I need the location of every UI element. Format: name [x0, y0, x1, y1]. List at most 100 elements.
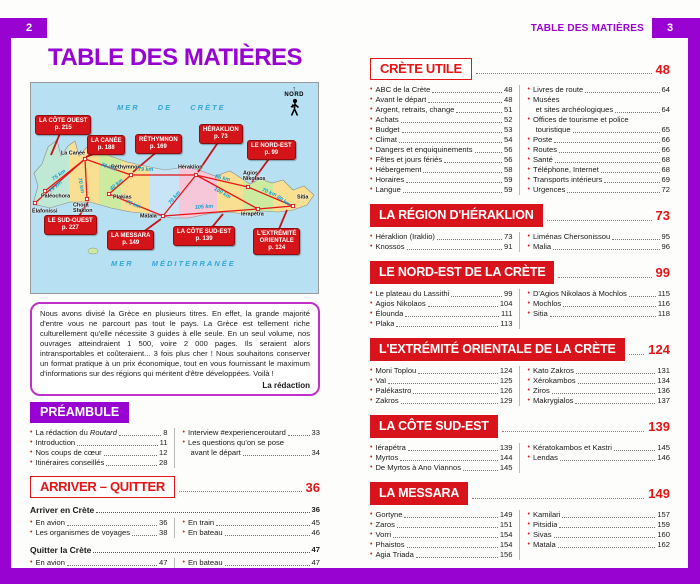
map-city-label: Paléochora	[41, 194, 71, 200]
bullet-icon: •	[527, 521, 530, 528]
entry-page: 8	[163, 428, 168, 438]
dot-leader	[67, 525, 158, 527]
toc-entry: • Héraklion (Iraklio) 73	[370, 232, 513, 242]
entry-line: • Hébergement 58	[370, 165, 513, 175]
dot-leader	[242, 455, 310, 457]
map-city-label: Sitia	[297, 195, 309, 201]
entry-column-right: • Interview #experienceroutard 33 • Les ques…	[173, 428, 321, 469]
intro-box: Nous avons divisé la Grèce en plusieurs …	[30, 302, 320, 397]
bullet-icon: •	[527, 136, 530, 143]
entry-label: Palékastro	[375, 386, 412, 395]
entry-line: • Makrygialos 137	[528, 396, 671, 406]
route-line	[162, 208, 259, 217]
route-line	[84, 158, 88, 200]
map-region-label: LA CÔTE OUEST p. 215	[35, 115, 92, 135]
entry-columns: • Héraklion (Iraklio) 73 • Knossos 91 • Liménas…	[370, 232, 670, 252]
dot-leader	[563, 306, 656, 307]
entry-label: Mochlos	[532, 299, 562, 308]
entry-line: • Livres de route 64	[528, 85, 671, 95]
toc-entry: • Fêtes et jours fériés 56	[370, 155, 513, 165]
section-header: LE NORD-EST DE LA CRÈTE 99	[370, 261, 670, 284]
toc-entry: • Makrygialos 137	[528, 396, 671, 406]
entry-line: • Introduction 11	[30, 438, 168, 448]
toc-entry: • Interview #experienceroutard 33	[183, 428, 321, 438]
entry-line: • Matala 162	[528, 540, 671, 550]
entry-page: 131	[657, 366, 670, 375]
entry-page: 33	[311, 428, 320, 438]
entry-line-cont: avant le départ 34	[183, 448, 321, 458]
map-distance-label: 86 km	[214, 174, 231, 184]
group-header: Quitter la Crète 47	[30, 545, 320, 555]
dot-leader	[501, 431, 645, 432]
entry-page: 46	[311, 528, 320, 538]
bullet-icon: •	[527, 176, 530, 183]
entry-column-left: • Gortyne 149 • Zaros 151 • Vorri 154 • Phaistos 15…	[370, 510, 519, 560]
entry-line: • Ziros 136	[528, 386, 671, 396]
dot-leader	[401, 132, 503, 133]
group-page: 47	[311, 545, 320, 555]
toc-entry: • Livres de route 64	[528, 85, 671, 95]
entry-label: Kamilari	[532, 510, 561, 519]
entry-line: • Kératokambos et Kastri 145	[528, 443, 671, 453]
dot-leader	[106, 465, 158, 467]
entry-page: 66	[661, 135, 670, 144]
entry-label: En train	[187, 518, 215, 528]
entry-label: Achats	[375, 115, 399, 124]
toc-entry: • Malia 96	[528, 242, 671, 252]
map-distance-label: 73 km	[124, 199, 142, 211]
entry-page: 47	[311, 558, 320, 568]
entry-label: Knossos	[375, 242, 405, 251]
dot-leader	[436, 239, 503, 240]
entry-label: Makrygialos	[532, 396, 574, 405]
route-line	[84, 158, 132, 176]
dot-leader	[413, 393, 498, 394]
entry-page: 69	[661, 175, 670, 184]
entry-line: • Knossos 91	[370, 242, 513, 252]
section-header: LA CÔTE SUD-EST 139	[370, 415, 670, 438]
entry-line: • Budget 53	[370, 125, 513, 135]
entry-label: Interview #experienceroutard	[187, 428, 286, 438]
toc-entry: • Élounda 111	[370, 309, 513, 319]
dot-leader	[77, 445, 158, 447]
dot-leader	[572, 132, 660, 133]
toc-entry: • Horaires 59	[370, 175, 513, 185]
entry-label: Matala	[532, 540, 556, 549]
bullet-icon: •	[527, 166, 530, 173]
bullet-icon: •	[370, 377, 373, 384]
section-page: 149	[648, 486, 670, 501]
dot-leader	[418, 373, 498, 374]
entry-columns: • Gortyne 149 • Zaros 151 • Vorri 154 • Phaistos 15…	[370, 510, 670, 560]
dot-leader	[404, 517, 498, 518]
bullet-icon: •	[527, 290, 530, 297]
entry-line: • Transports intérieurs 69	[528, 175, 671, 185]
map-distance-label: 70 km	[100, 162, 117, 173]
toc-entry: • Langue 59	[370, 185, 513, 195]
map-city-label: Agios Nikolaos	[243, 171, 266, 182]
bullet-icon: •	[370, 186, 373, 193]
toc-section: CRÈTE UTILE 48 • ABC de la Crète 48 • Avant le…	[370, 58, 670, 195]
entry-page: 154	[499, 530, 513, 539]
toc-entry: • Moni Toplou 124	[370, 366, 513, 376]
entry-label: Myrtos	[375, 453, 399, 462]
bullet-icon: •	[527, 116, 530, 123]
bullet-icon: •	[182, 519, 185, 527]
entry-label: Phaistos	[375, 540, 405, 549]
bullet-icon: •	[527, 397, 530, 404]
bullet-icon: •	[30, 459, 33, 467]
toc-entry: • Climat 54	[370, 135, 513, 145]
left-border-bar	[0, 18, 11, 584]
dot-leader	[396, 326, 499, 327]
entry-columns: • En avion 36 • Les organismes de voyages 38 •…	[30, 518, 320, 539]
route-line	[247, 186, 294, 207]
entry-line: • Poste 66	[528, 135, 671, 145]
toc-entry: • Matala 162	[528, 540, 671, 550]
entry-line: • Le plateau du Lassithi 99	[370, 289, 513, 299]
entry-page: 154	[499, 540, 513, 549]
map-city-label: Élafonissi	[32, 209, 58, 215]
compass-label: NORD	[284, 92, 304, 98]
dot-leader	[456, 112, 503, 113]
entry-column-right: • Livres de route 64 • Musées et sites archéo…	[518, 85, 671, 195]
route-line	[108, 174, 132, 195]
entry-page: 72	[661, 185, 670, 194]
section-title: LE NORD-EST DE LA CRÈTE	[370, 261, 555, 284]
